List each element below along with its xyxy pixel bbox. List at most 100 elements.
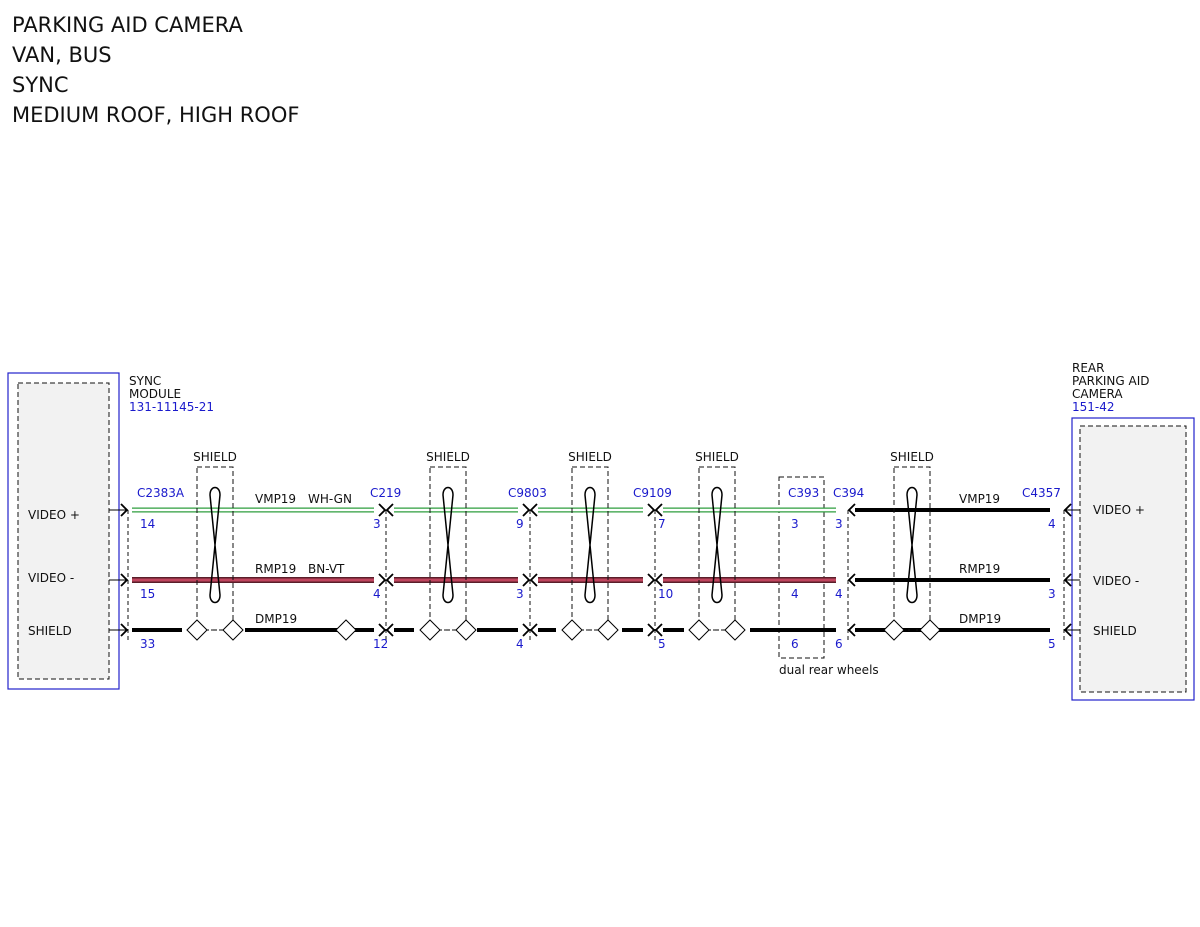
connector-arrow [522,623,531,637]
pin-number: 12 [373,637,388,651]
pin-number: 3 [373,517,381,531]
pin-number: 6 [791,637,799,651]
header-line: VAN, BUS [12,43,112,67]
inline-connector-box [778,476,825,659]
module-name: PARKING AID [1072,374,1150,388]
pin-number: 4 [835,587,843,601]
shield-label: SHIELD [695,450,739,464]
shield-diamond [455,619,477,641]
pin-number: 4 [791,587,799,601]
module-name: SYNC [129,374,161,388]
pin-number: 33 [140,637,155,651]
pin-number: 4 [516,637,524,651]
twist [906,486,918,604]
module-name: MODULE [129,387,181,401]
module-name: CAMERA [1072,387,1123,401]
connector-arrow [647,503,656,517]
pin-name: VIDEO - [1093,574,1139,588]
pin-name: VIDEO + [28,508,80,522]
connector-arrow [385,573,394,587]
pin-number: 3 [835,517,843,531]
module-frame [1071,417,1195,701]
twist [711,486,723,604]
connector-id: C219 [370,486,401,500]
connector-arrow [529,623,538,637]
module-body [17,382,110,680]
shield-label: SHIELD [568,450,612,464]
connector-arrow [378,623,387,637]
circuit-label: VMP19 [959,492,1000,506]
module-name: REAR [1072,361,1104,375]
pin-number: 4 [373,587,381,601]
connector-id: C393 [788,486,819,500]
twist [584,486,596,604]
note: dual rear wheels [779,663,879,677]
connector-arrow [378,503,387,517]
module-body [1079,425,1187,693]
connector-arrow [654,503,663,517]
connector-id: C4357 [1022,486,1061,500]
connector-arrow [385,503,394,517]
connector-id: C2383A [137,486,185,500]
pin-number: 3 [1048,587,1056,601]
pin-number: 6 [835,637,843,651]
connector-arrow [378,573,387,587]
shield-diamond [688,619,710,641]
circuit-label: RMP19 [959,562,1000,576]
pin-name: VIDEO + [1093,503,1145,517]
connector-arrow [847,623,856,637]
pin-number: 10 [658,587,673,601]
pin-name: SHIELD [1093,624,1137,638]
connector-arrow [385,623,394,637]
header-line: MEDIUM ROOF, HIGH ROOF [12,103,299,127]
shield-diamond [222,619,244,641]
connector-id: C394 [833,486,864,500]
connector-id: C9803 [508,486,547,500]
header-line: SYNC [12,73,69,97]
connector-arrow [647,573,656,587]
right-module: REAR PARKING AID CAMERA 151-42 VIDEO + V… [1071,361,1195,701]
pin-number: 3 [791,517,799,531]
shield-label: SHIELD [890,450,934,464]
pin-number: 5 [658,637,666,651]
connector-arrow [647,623,656,637]
pin-number: 4 [1048,517,1056,531]
pin-number: 3 [516,587,524,601]
shield-label: SHIELD [426,450,470,464]
shield-diamond [561,619,583,641]
module-part: 151-42 [1072,400,1115,414]
shield-label: SHIELD [193,450,237,464]
pin-number: 5 [1048,637,1056,651]
connector-arrow [522,503,531,517]
twist [209,486,221,604]
connector-arrow [847,573,856,587]
connector-arrow [847,503,856,517]
connector-arrow [654,573,663,587]
pin-number: 7 [658,517,666,531]
connector-arrow [529,503,538,517]
shield-diamond [597,619,619,641]
twist [442,486,454,604]
pin-name: VIDEO - [28,571,74,585]
circuit-label: DMP19 [959,612,1001,626]
shield-diamond [883,619,905,641]
circuit-label: DMP19 [255,612,297,626]
connector-arrow [654,623,663,637]
wires [132,507,1050,632]
header: PARKING AID CAMERA VAN, BUS SYNC MEDIUM … [12,13,299,127]
shield-diamond [419,619,441,641]
shield-diamond [724,619,746,641]
wire-color: WH-GN [308,492,352,506]
wire-color: BN-VT [308,562,345,576]
shield-diamond [335,619,357,641]
pin-number: 15 [140,587,155,601]
module-part: 131-11145-21 [129,400,214,414]
circuit-label: RMP19 [255,562,296,576]
pin-number: 9 [516,517,524,531]
pin-number: 14 [140,517,155,531]
connector-id: C9109 [633,486,672,500]
module-frame [7,372,120,690]
shield-diamond [919,619,941,641]
shield-diamond [186,619,208,641]
